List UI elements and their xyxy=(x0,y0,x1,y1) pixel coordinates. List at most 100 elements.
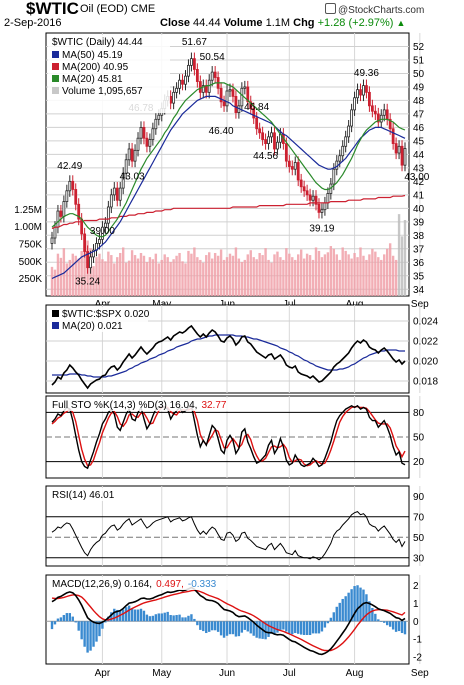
sto-ytick-0: 20 xyxy=(413,457,425,468)
candle-body-76 xyxy=(276,141,279,150)
volume-bar-22 xyxy=(116,257,119,296)
macd-hist-bar-99 xyxy=(344,596,347,622)
price-label-2: 39.00 xyxy=(90,226,115,237)
macd-hist-bar-110 xyxy=(377,619,380,622)
ma50-line xyxy=(51,95,406,280)
sto-legend-item-1: 32.77 xyxy=(201,400,226,411)
macd-hist-bar-66 xyxy=(246,621,249,632)
macd-hist-bar-40 xyxy=(169,615,172,622)
macd-hist-bar-69 xyxy=(255,621,258,638)
price-ytick-15: 49 xyxy=(413,82,425,93)
price-legend-swatch-2 xyxy=(52,75,59,82)
volume-bar-63 xyxy=(237,258,241,296)
macd-hist-bar-78 xyxy=(282,621,285,630)
volume-bar-27 xyxy=(130,250,134,296)
macd-hist-bar-62 xyxy=(234,621,238,637)
volume-ytick-1: 500K xyxy=(19,257,43,268)
candle-body-27 xyxy=(130,148,134,162)
candle-body-11 xyxy=(83,233,87,252)
volume-bar-41 xyxy=(172,259,175,296)
candle-body-61 xyxy=(231,89,235,97)
candle-body-118 xyxy=(400,145,404,166)
macd-hist-bar-56 xyxy=(216,621,220,632)
volume-bar-112 xyxy=(383,254,386,296)
candle-body-105 xyxy=(362,85,365,96)
volume-bar-38 xyxy=(163,254,166,296)
macd-hist-bar-52 xyxy=(205,621,208,634)
price-ytick-12: 46 xyxy=(413,123,425,134)
candle-body-66 xyxy=(246,86,250,103)
chg-value: +1.28 (+2.97%) xyxy=(317,17,394,29)
symbol-title: $WTIC xyxy=(26,0,79,18)
volume-bar-32 xyxy=(145,262,149,296)
volume-bar-61 xyxy=(231,255,235,296)
sto-legend-item-0: Full STO %K(14,3) %D(3) 16.04, xyxy=(52,400,197,411)
candle-body-6 xyxy=(68,180,72,192)
candle-body-32 xyxy=(145,137,149,147)
candle-body-101 xyxy=(350,109,354,127)
macd-hist-bar-10 xyxy=(80,621,83,640)
volume-bar-95 xyxy=(332,248,336,296)
price-ytick-6: 40 xyxy=(413,204,425,215)
macd-hist-bar-116 xyxy=(394,621,398,632)
volume-value: 1.1M xyxy=(265,17,291,29)
watermark-text: @StockCharts.com xyxy=(338,5,425,16)
candle-body-31 xyxy=(142,127,146,139)
price-ytick-3: 37 xyxy=(413,244,425,255)
volume-bar-9 xyxy=(77,258,80,296)
ma20-line xyxy=(51,82,406,238)
macd-month-label-5: Sep xyxy=(411,668,429,679)
candle-body-89 xyxy=(314,195,318,205)
candle-body-57 xyxy=(219,87,223,103)
candle-body-68 xyxy=(252,108,256,119)
candle-body-60 xyxy=(228,89,232,92)
macd-hist-bar-60 xyxy=(228,621,232,635)
volume-bar-43 xyxy=(178,252,181,296)
symbol-subtitle: Oil (EOD) CME xyxy=(80,3,156,15)
candle-body-52 xyxy=(204,85,208,93)
macd-hist-bar-79 xyxy=(285,621,288,632)
volume-bar-88 xyxy=(311,259,315,296)
candle-body-44 xyxy=(181,79,184,85)
volume-bar-86 xyxy=(305,253,309,296)
candle-body-108 xyxy=(370,105,374,112)
macd-hist-bar-100 xyxy=(347,592,350,622)
candle-body-81 xyxy=(290,166,294,170)
candle-body-64 xyxy=(240,87,244,107)
macd-hist-bar-64 xyxy=(240,621,244,633)
macd-hist-bar-18 xyxy=(104,621,107,623)
macd-hist-bar-44 xyxy=(181,617,184,622)
macd-hist-bar-34 xyxy=(151,615,155,622)
volume-bar-11 xyxy=(83,246,86,296)
volume-bar-17 xyxy=(101,259,104,296)
macd-hist-bar-51 xyxy=(202,621,205,632)
volume-bar-56 xyxy=(216,255,220,296)
macd-hist-bar-68 xyxy=(252,621,255,636)
chg-label: Chg xyxy=(293,17,315,29)
volume-bar-3 xyxy=(59,257,63,296)
price-ytick-7: 41 xyxy=(413,190,425,201)
macd-month-label-3: Jul xyxy=(283,668,296,679)
price-legend-title: $WTIC (Daily) 44.44 xyxy=(52,37,143,48)
candle-body-45 xyxy=(184,75,187,85)
volume-bar-102 xyxy=(353,252,356,296)
macd-hist-bar-92 xyxy=(323,621,327,628)
ratio-ytick-1: 0.020 xyxy=(413,357,438,368)
volume-bar-2 xyxy=(56,253,60,296)
candle-body-26 xyxy=(127,148,131,161)
candle-body-103 xyxy=(356,89,359,99)
macd-hist-bar-41 xyxy=(172,615,175,622)
macd-hist-bar-114 xyxy=(388,621,392,627)
macd-month-label-1: May xyxy=(152,668,171,679)
macd-hist-bar-85 xyxy=(302,621,306,635)
candle-body-114 xyxy=(388,118,392,130)
candle-body-16 xyxy=(98,238,101,244)
volume-bar-19 xyxy=(107,251,110,296)
price-ytick-10: 44 xyxy=(413,150,425,161)
macd-hist-bar-21 xyxy=(113,608,116,622)
price-label-9: 44.56 xyxy=(253,151,278,162)
price-label-11: 49.36 xyxy=(354,68,379,79)
macd-hist-bar-97 xyxy=(338,602,341,622)
macd-hist-bar-94 xyxy=(329,617,333,622)
